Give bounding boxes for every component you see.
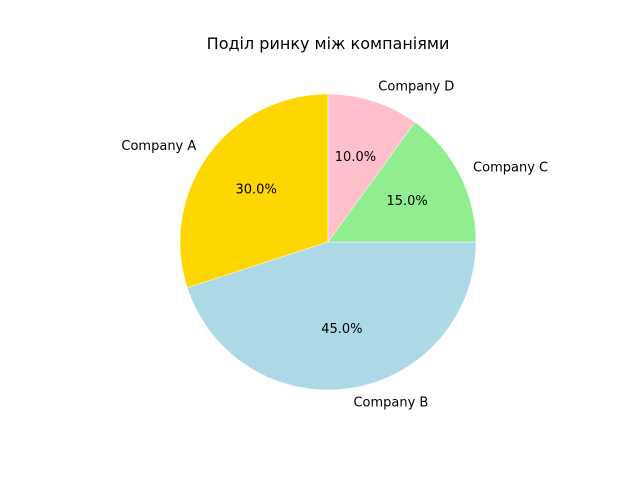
pie-slices xyxy=(179,93,477,391)
pie-slice-company-c xyxy=(327,121,477,243)
chart-title: Поділ ринку між компаніями xyxy=(207,34,450,53)
percent-label-company-d: 10.0% xyxy=(335,150,376,165)
category-label-company-d: Company D xyxy=(378,80,454,95)
percent-label-company-a: 30.0% xyxy=(236,182,277,197)
category-label-company-a: Company A xyxy=(121,139,196,154)
category-label-company-b: Company B xyxy=(353,395,428,410)
category-label-company-c: Company C xyxy=(473,161,548,176)
percent-label-company-c: 15.0% xyxy=(386,194,427,209)
percent-label-company-b: 45.0% xyxy=(321,322,362,337)
pie-slice-company-a xyxy=(179,93,329,289)
pie-slice-company-b xyxy=(186,241,477,391)
pie-slice-company-d xyxy=(327,93,416,243)
pie-labels: Company A 30.0% Company B 45.0% Company C 15.… xyxy=(121,80,548,411)
